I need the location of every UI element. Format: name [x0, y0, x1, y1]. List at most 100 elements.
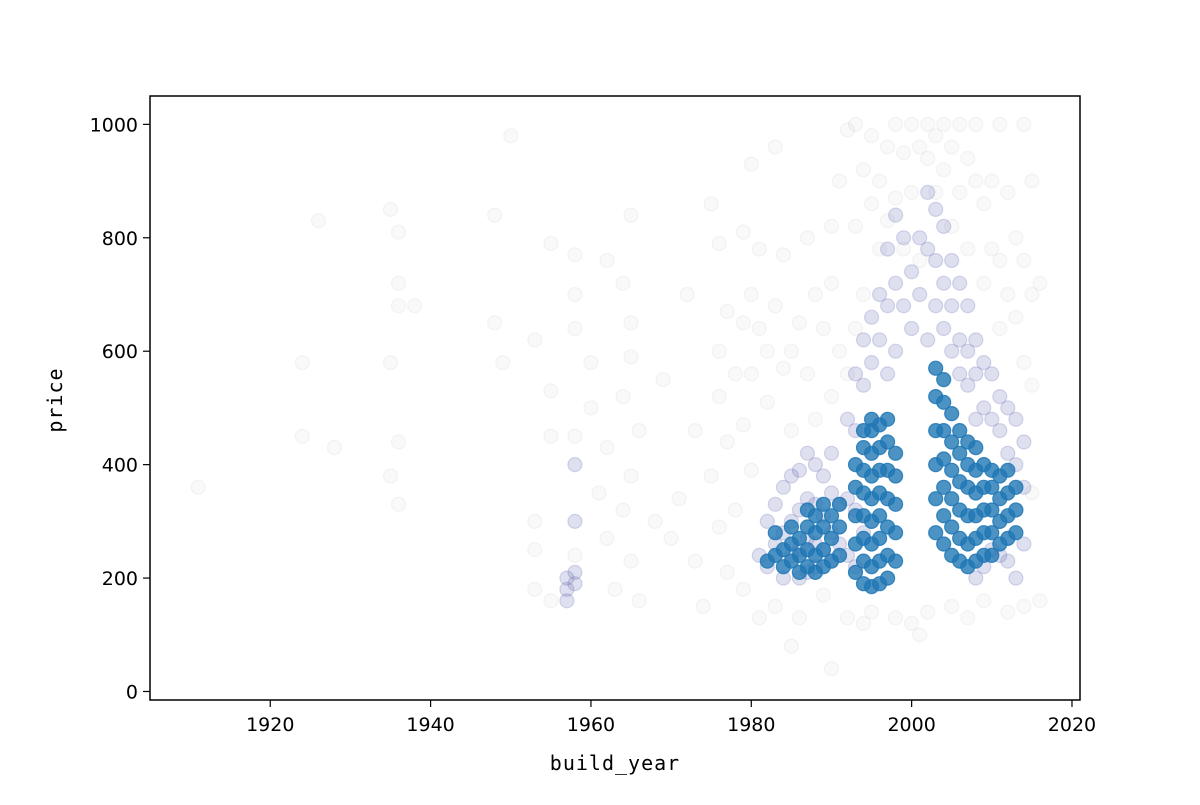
data-point [807, 411, 824, 427]
data-point [687, 423, 703, 439]
data-point [382, 355, 399, 371]
y-axis: 0 200 400 600 800 1000 [90, 114, 150, 703]
data-point [1008, 525, 1024, 541]
data-point [831, 519, 848, 535]
y-tick-label: 200 [102, 568, 138, 590]
data-point [879, 411, 896, 427]
x-tick-label: 1920 [246, 714, 294, 736]
data-point [727, 502, 743, 518]
plot-frame [149, 95, 1081, 701]
data-point [487, 315, 503, 331]
data-point [823, 661, 840, 677]
data-point [719, 303, 735, 320]
data-point [952, 445, 968, 461]
data-point [326, 440, 342, 456]
data-point [944, 139, 960, 155]
data-point [887, 343, 904, 359]
data-point [599, 530, 615, 547]
data-point [839, 122, 856, 138]
data-point [936, 320, 952, 337]
data-point [390, 224, 407, 240]
data-point [1016, 252, 1032, 269]
data-point [671, 491, 687, 507]
data-point [936, 536, 952, 552]
data-point [759, 513, 775, 530]
data-point [871, 173, 888, 189]
data-point [1016, 536, 1032, 552]
data-point [607, 581, 623, 598]
data-point [727, 366, 743, 382]
data-point [992, 389, 1008, 405]
data-point [936, 508, 952, 524]
data-point [807, 457, 824, 473]
data-point [751, 320, 767, 337]
data-point [887, 468, 904, 484]
data-point [936, 162, 952, 178]
data-point [984, 547, 1000, 564]
data-point [759, 394, 775, 410]
data-point [1008, 502, 1024, 518]
data-point [1008, 309, 1024, 325]
data-point [847, 564, 864, 581]
data-point [799, 445, 816, 461]
data-point [1000, 286, 1016, 303]
data-point [695, 598, 711, 615]
y-axis-label: price [43, 367, 67, 432]
data-point [831, 173, 848, 189]
data-point [984, 411, 1000, 427]
data-point [1008, 570, 1024, 586]
data-point [912, 139, 928, 155]
data-point [655, 372, 671, 388]
data-point [936, 423, 952, 439]
series-faint [190, 116, 1048, 677]
data-point [815, 320, 832, 337]
data-point [968, 366, 984, 382]
data-point [912, 286, 928, 303]
data-point [567, 576, 583, 592]
data-point [887, 207, 904, 223]
data-point [839, 366, 856, 382]
data-point [944, 218, 960, 234]
data-point [1016, 434, 1032, 450]
data-point [543, 593, 559, 609]
data-point [591, 485, 607, 501]
data-point [903, 615, 920, 632]
data-point [815, 496, 832, 512]
data-point [952, 332, 968, 348]
data-point [952, 275, 968, 291]
points-layer [190, 116, 1048, 677]
data-point [807, 508, 824, 524]
data-point [647, 513, 663, 530]
data-point [567, 286, 583, 303]
data-point [968, 332, 984, 348]
data-point [936, 275, 952, 291]
data-point [815, 542, 832, 558]
data-point [799, 366, 816, 382]
data-point [863, 604, 880, 620]
data-point [863, 196, 880, 212]
data-point [783, 343, 800, 359]
data-point [735, 581, 751, 598]
data-point [887, 525, 904, 541]
data-point [390, 275, 407, 291]
data-point [767, 139, 783, 155]
data-point [887, 275, 904, 291]
data-point [527, 513, 543, 530]
data-point [1016, 116, 1032, 133]
data-point [871, 241, 888, 257]
data-point [960, 343, 976, 359]
data-point [583, 400, 599, 416]
data-point [855, 377, 872, 393]
data-point [903, 264, 920, 280]
data-point [767, 496, 783, 512]
data-point [1000, 400, 1016, 416]
data-point [968, 570, 984, 586]
x-axis: 1920 1940 1960 1980 2000 2020 [246, 700, 1096, 736]
data-point [711, 235, 727, 252]
data-point [711, 389, 727, 405]
data-point [567, 428, 583, 444]
data-point [944, 406, 960, 422]
data-point [783, 468, 800, 484]
data-point [1000, 604, 1016, 620]
data-point [831, 343, 848, 359]
